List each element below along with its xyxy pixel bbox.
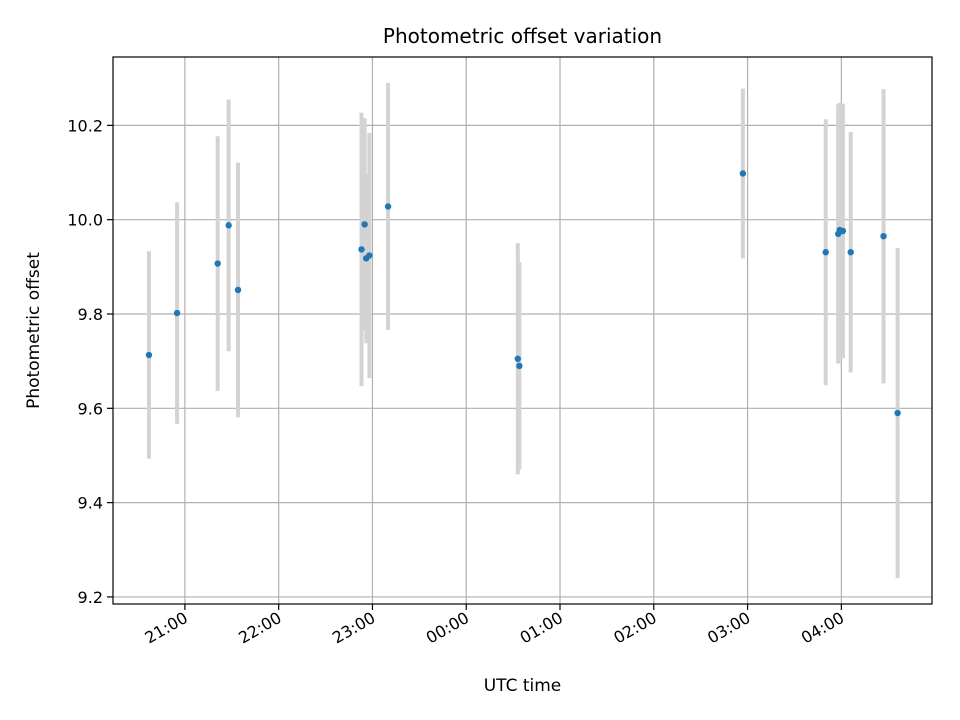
data-point	[214, 260, 221, 267]
data-point	[847, 249, 854, 256]
grid-layer	[113, 57, 932, 604]
y-tick-label: 10.2	[67, 116, 103, 135]
data-point	[361, 221, 368, 228]
data-point	[894, 409, 901, 417]
y-axis-label: Photometric offset	[24, 252, 44, 409]
data-point	[225, 222, 232, 229]
data-point	[516, 362, 523, 370]
y-tick-label: 9.2	[78, 588, 103, 607]
y-tick-label: 9.4	[78, 494, 103, 513]
data-point	[822, 249, 829, 256]
data-point	[145, 351, 153, 359]
data-point	[839, 227, 847, 235]
data-point	[739, 170, 747, 177]
plot-frame	[112, 56, 933, 605]
data-point	[358, 246, 365, 253]
data-point	[366, 252, 373, 259]
y-tick-label: 9.6	[78, 399, 103, 418]
data-point	[880, 232, 887, 240]
data-point	[234, 286, 242, 294]
chart-title: Photometric offset variation	[383, 24, 662, 48]
data-point	[384, 203, 392, 210]
y-tick-label: 10.0	[67, 211, 103, 230]
y-axis-ticks: 9.2 9.4 9.6 9.8 10.0 10.2	[67, 116, 113, 607]
y-tick-label: 9.8	[78, 305, 103, 324]
data-point-layer	[145, 170, 901, 417]
x-axis-label: UTC time	[484, 676, 562, 696]
data-point	[173, 309, 181, 317]
data-point	[514, 355, 522, 362]
